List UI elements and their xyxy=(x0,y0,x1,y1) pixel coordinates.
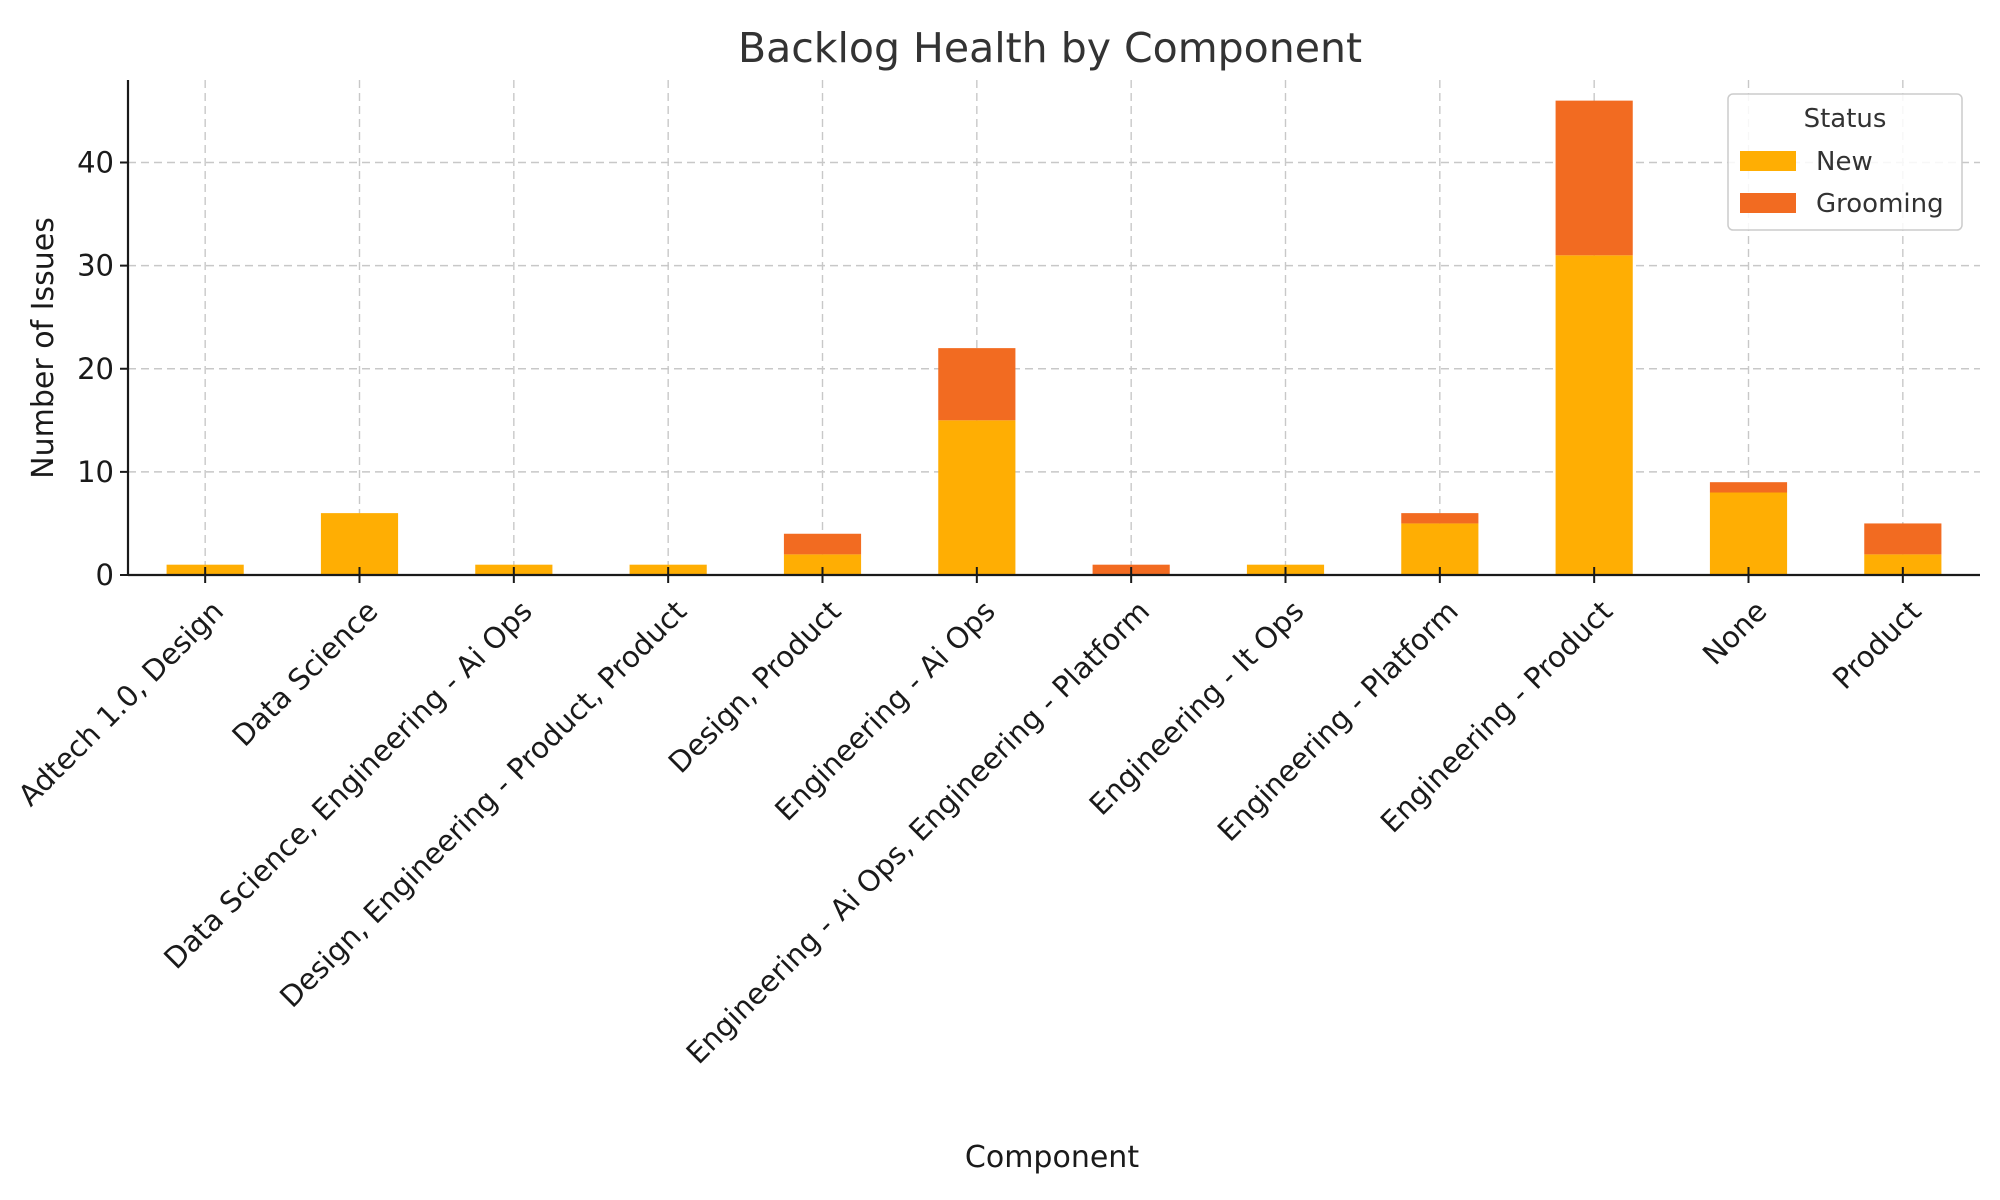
chart-title: Backlog Health by Component xyxy=(738,24,1362,72)
y-tick-label: 40 xyxy=(77,146,114,180)
x-tick-label: None xyxy=(1696,594,1774,672)
bar-grooming-10 xyxy=(1709,482,1788,493)
bar-new-8 xyxy=(1401,523,1479,575)
legend-label-grooming: Grooming xyxy=(1816,189,1944,219)
grid-lines xyxy=(128,80,1980,575)
bar-new-10 xyxy=(1709,492,1788,575)
bar-new-9 xyxy=(1555,255,1633,575)
bar-grooming-11 xyxy=(1864,523,1942,555)
bar-new-11 xyxy=(1864,554,1942,575)
y-ticks: 0 10 20 30 40 xyxy=(77,146,128,592)
bar-grooming-8 xyxy=(1401,513,1479,524)
y-axis-label: Number of Issues xyxy=(26,217,61,479)
bar-grooming-9 xyxy=(1555,100,1633,256)
y-tick-label: 10 xyxy=(77,455,114,489)
bars-group xyxy=(166,100,1942,575)
bar-new-4 xyxy=(783,554,862,575)
y-tick-label: 30 xyxy=(77,249,114,283)
x-tick-label: Data Science xyxy=(225,594,384,753)
legend-swatch-grooming xyxy=(1740,193,1796,213)
bar-grooming-5 xyxy=(938,348,1016,421)
x-tick-label: Product xyxy=(1826,594,1928,696)
legend-title: Status xyxy=(1804,104,1887,134)
x-tick-label: Adtech 1.0, Design xyxy=(11,594,230,813)
legend-swatch-new xyxy=(1740,151,1796,171)
x-axis-label: Component xyxy=(965,1140,1139,1175)
axes-group xyxy=(126,80,1980,577)
bar-new-5 xyxy=(938,420,1016,575)
y-tick-label: 20 xyxy=(77,352,114,386)
legend: Status New Grooming xyxy=(1727,93,1963,231)
bar-new-1 xyxy=(320,513,399,575)
legend-label-new: New xyxy=(1816,147,1873,177)
y-tick-label: 0 xyxy=(96,558,114,592)
bar-grooming-4 xyxy=(783,533,862,555)
